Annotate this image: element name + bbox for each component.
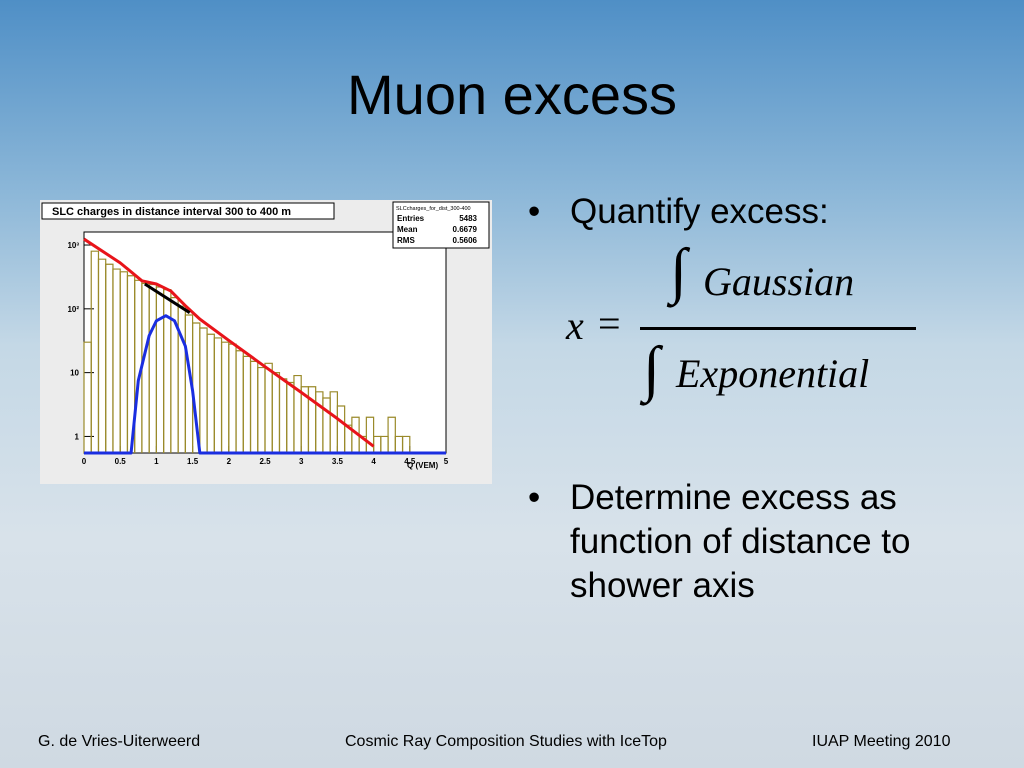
x-tick-label: 2.5 [259, 457, 271, 466]
bullet-text: Quantify excess: [570, 192, 829, 231]
x-tick-label: 1 [154, 457, 159, 466]
histogram-bin [387, 416, 396, 453]
y-tick-label: 10 [70, 369, 79, 378]
x-tick-label: 1.5 [187, 457, 199, 466]
fit-curve [84, 314, 446, 455]
stats-label: RMS [397, 236, 415, 245]
y-tick-label: 10³ [67, 241, 79, 250]
histogram-bin [401, 435, 411, 453]
stats-box [392, 201, 490, 249]
formula-equals: = [598, 301, 621, 346]
x-tick-label: 2 [227, 457, 232, 466]
footer-right: IUAP Meeting 2010 [812, 733, 951, 750]
numerator: Gaussian [703, 259, 855, 304]
x-tick-label: 4 [371, 457, 376, 466]
stats-label: Mean [397, 225, 418, 234]
x-tick-label: 3 [299, 457, 304, 466]
stats-value: 0.6679 [453, 225, 478, 234]
stats-name: SLCcharges_for_dist_300-400 [396, 206, 471, 212]
chart-title: SLC charges in distance interval 300 to … [52, 206, 291, 218]
title-box [41, 202, 335, 220]
slide-title: Muon excess [347, 63, 677, 126]
y-tick-label: 1 [75, 432, 80, 441]
bullet-text: Determine excess as function of distance… [570, 478, 911, 605]
stats-value: 0.5606 [453, 236, 478, 245]
footer-left: G. de Vries-Uiterweerd [38, 733, 201, 750]
x-tick-label: 3.5 [332, 457, 344, 466]
denominator: Exponential [676, 351, 870, 396]
x-axis-label: Q (VEM) [407, 461, 438, 470]
bullet: Determine excess as function of distance… [528, 476, 984, 608]
fraction-bar [640, 327, 916, 330]
x-tick-label: 4.5 [404, 457, 416, 466]
histogram-bin [365, 416, 375, 453]
x-tick-label: 0.5 [115, 457, 127, 466]
integral: ∫ [643, 335, 660, 403]
formula-lhs: x [566, 303, 584, 348]
x-tick-label: 5 [444, 457, 449, 466]
stats-value: 5483 [459, 214, 477, 223]
stats-label: Entries [397, 214, 425, 223]
fit-curve [144, 282, 191, 314]
integral: ∫ [670, 237, 687, 305]
x-tick-label: 0 [82, 457, 87, 466]
footer-center: Cosmic Ray Composition Studies with IceT… [345, 733, 667, 750]
bullet: Quantify excess: [528, 190, 984, 234]
fit-curve [83, 237, 375, 448]
y-tick-label: 10² [67, 305, 79, 314]
